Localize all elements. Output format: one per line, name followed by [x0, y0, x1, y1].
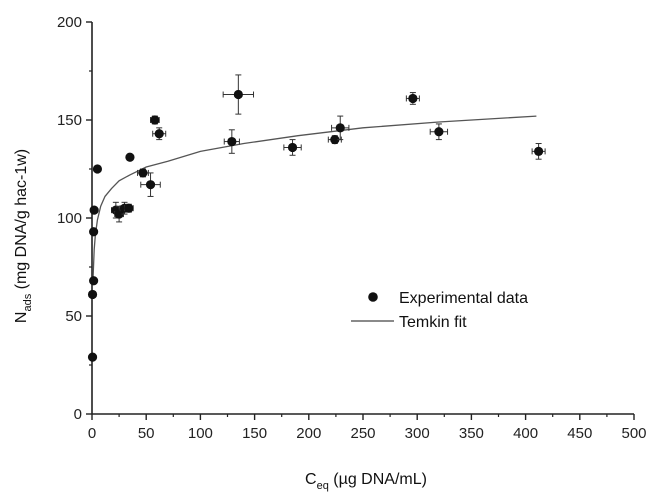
data-point-marker [287, 142, 298, 153]
y-tick-label: 0 [74, 406, 82, 423]
fit-line-group [92, 115, 537, 277]
x-axis-title-main: C [305, 471, 317, 488]
data-point [114, 205, 124, 223]
x-tick-label: 100 [188, 425, 213, 442]
data-point [405, 92, 420, 105]
x-tick-label: 250 [350, 425, 375, 442]
data-point [429, 123, 449, 141]
y-axis-title-sub: ads [22, 293, 34, 311]
y-tick-label: 50 [65, 308, 82, 325]
data-point-marker [87, 352, 98, 362]
data-point [140, 172, 161, 197]
y-tick-label: 100 [57, 210, 82, 227]
ticks: 0 50 100 150 200 250 300 350 400 450 500 0 50 100 150 2… [57, 14, 647, 442]
data-point [223, 129, 240, 154]
data-point-marker [335, 123, 345, 133]
data-point-marker [89, 205, 99, 215]
data-point-marker [227, 136, 237, 147]
x-tick-label: 400 [513, 425, 538, 442]
data-point-marker [408, 93, 418, 104]
data-point-marker [87, 289, 98, 300]
y-tick-label: 200 [57, 14, 82, 31]
legend-label-experimental: Experimental data [399, 290, 528, 307]
data-point [531, 143, 546, 160]
data-point-marker [150, 115, 160, 125]
data-point-marker [145, 180, 156, 190]
axes [91, 22, 634, 415]
data-point-marker [124, 203, 134, 213]
x-axis-title: Ceq (µg DNA/mL) [305, 471, 427, 492]
data-point-marker [138, 168, 148, 178]
data-point-marker [89, 227, 99, 237]
x-tick-label: 200 [296, 425, 321, 442]
x-tick-label: 50 [138, 425, 155, 442]
x-tick-label: 300 [405, 425, 430, 442]
data-point [137, 168, 149, 178]
data-point-marker [154, 129, 164, 139]
data-point [89, 205, 99, 215]
data-point-marker [92, 164, 103, 174]
y-axis-title: Nads (mg DNA/g hac-1w) [13, 149, 34, 323]
legend: Experimental data Temkin fit [351, 290, 528, 331]
data-point [331, 115, 350, 141]
x-tick-label: 450 [567, 425, 592, 442]
legend-marker-experimental [368, 292, 378, 302]
data-point [89, 227, 99, 237]
data-point-marker [114, 209, 124, 219]
y-tick-label: 150 [57, 112, 82, 129]
temkin-fit-line [92, 115, 537, 277]
data-point-marker [330, 135, 340, 145]
x-tick-label: 350 [459, 425, 484, 442]
data-point [92, 164, 103, 174]
data-point-marker [233, 89, 243, 100]
y-axis-title-rest: (mg DNA/g hac-1w) [13, 149, 30, 294]
data-point [152, 127, 167, 141]
x-tick-label: 150 [242, 425, 267, 442]
data-point-marker [534, 146, 544, 156]
x-axis-title-sub: eq [317, 480, 329, 492]
x-axis-title-rest: (µg DNA/mL) [329, 471, 427, 488]
data-point-marker [89, 276, 99, 286]
data-point [87, 289, 98, 300]
data-point [222, 74, 255, 115]
y-axis-title-main: N [13, 312, 30, 324]
data-point-marker [434, 127, 444, 137]
data-point [283, 139, 302, 156]
data-point [87, 352, 98, 362]
points-group [87, 74, 546, 362]
data-point [150, 115, 160, 125]
x-tick-label: 500 [621, 425, 646, 442]
data-point [89, 276, 99, 286]
data-point [125, 152, 135, 162]
legend-label-fit: Temkin fit [399, 314, 467, 331]
data-point-marker [125, 152, 135, 162]
data-point [124, 203, 134, 213]
x-tick-label: 0 [88, 425, 96, 442]
